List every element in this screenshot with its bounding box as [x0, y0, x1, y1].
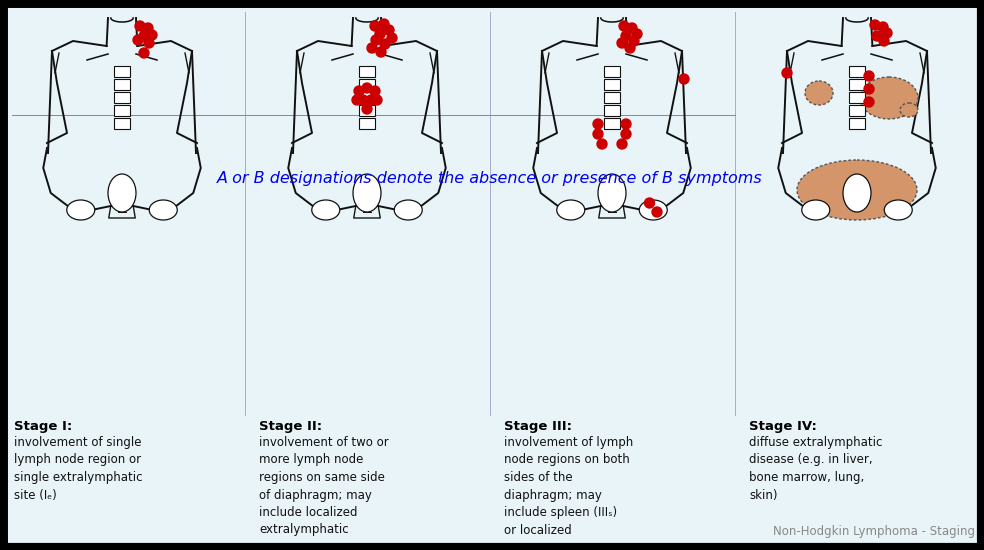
- Circle shape: [864, 84, 874, 94]
- Ellipse shape: [885, 200, 912, 220]
- Circle shape: [366, 95, 376, 105]
- Ellipse shape: [843, 174, 871, 212]
- Ellipse shape: [150, 200, 177, 220]
- Circle shape: [384, 25, 394, 35]
- Ellipse shape: [395, 200, 422, 220]
- Bar: [114, 92, 130, 103]
- Ellipse shape: [640, 200, 667, 220]
- Text: diffuse extralymphatic
disease (e.g. in liver,
bone marrow, lung,
skin): diffuse extralymphatic disease (e.g. in …: [749, 436, 883, 502]
- Circle shape: [354, 86, 364, 96]
- Circle shape: [629, 36, 639, 46]
- Ellipse shape: [353, 174, 381, 212]
- Bar: [849, 92, 865, 103]
- Bar: [604, 105, 620, 116]
- Circle shape: [135, 21, 145, 31]
- Text: involvement of lymph
node regions on both
sides of the
diaphragm; may
include sp: involvement of lymph node regions on bot…: [504, 436, 634, 536]
- Text: involvement of single
lymph node region or
single extralymphatic
site (Iₑ): involvement of single lymph node region …: [14, 436, 143, 502]
- Circle shape: [387, 33, 397, 43]
- Bar: [849, 79, 865, 90]
- Circle shape: [625, 43, 635, 53]
- Circle shape: [645, 198, 654, 208]
- Circle shape: [370, 21, 380, 31]
- Text: involvement of two or
more lymph node
regions on same side
of diaphragm; may
inc: involvement of two or more lymph node re…: [259, 436, 389, 536]
- Circle shape: [619, 21, 629, 31]
- Circle shape: [362, 104, 372, 114]
- Bar: [114, 66, 130, 77]
- Circle shape: [879, 36, 889, 46]
- Text: Stage II:: Stage II:: [259, 420, 322, 433]
- Text: Stage IV:: Stage IV:: [749, 420, 817, 433]
- Ellipse shape: [900, 103, 918, 117]
- Circle shape: [147, 30, 157, 40]
- Circle shape: [375, 29, 385, 39]
- Bar: [114, 105, 130, 116]
- Circle shape: [597, 139, 607, 149]
- Bar: [604, 92, 620, 103]
- Bar: [604, 66, 620, 77]
- Ellipse shape: [312, 200, 339, 220]
- Circle shape: [367, 43, 377, 53]
- Bar: [359, 118, 375, 129]
- Ellipse shape: [797, 160, 917, 220]
- Bar: [359, 105, 375, 116]
- Bar: [604, 79, 620, 90]
- Bar: [849, 105, 865, 116]
- Circle shape: [870, 20, 880, 30]
- Circle shape: [617, 38, 627, 48]
- Circle shape: [370, 86, 380, 96]
- Circle shape: [632, 29, 642, 39]
- Circle shape: [372, 95, 382, 105]
- Ellipse shape: [802, 200, 830, 220]
- Circle shape: [782, 68, 792, 78]
- Ellipse shape: [67, 200, 94, 220]
- Circle shape: [143, 23, 153, 33]
- Bar: [604, 118, 620, 129]
- Circle shape: [144, 38, 154, 48]
- Bar: [849, 66, 865, 77]
- Circle shape: [139, 31, 149, 41]
- Circle shape: [864, 97, 874, 107]
- Ellipse shape: [108, 174, 136, 212]
- Circle shape: [617, 139, 627, 149]
- Bar: [359, 92, 375, 103]
- Circle shape: [864, 71, 874, 81]
- Text: Non-Hodgkin Lymphoma - Staging: Non-Hodgkin Lymphoma - Staging: [773, 525, 975, 538]
- Bar: [114, 118, 130, 129]
- Ellipse shape: [557, 200, 584, 220]
- Circle shape: [621, 31, 631, 41]
- Bar: [359, 79, 375, 90]
- Circle shape: [679, 74, 689, 84]
- Circle shape: [133, 35, 143, 45]
- Circle shape: [621, 129, 631, 139]
- Text: A or B designations denote the absence or presence of B symptoms: A or B designations denote the absence o…: [217, 170, 763, 185]
- Text: Stage I:: Stage I:: [14, 420, 72, 433]
- Bar: [359, 66, 375, 77]
- Ellipse shape: [860, 77, 918, 119]
- Bar: [114, 79, 130, 90]
- Text: Stage III:: Stage III:: [504, 420, 572, 433]
- Circle shape: [593, 129, 603, 139]
- Circle shape: [358, 95, 368, 105]
- Circle shape: [621, 119, 631, 129]
- Bar: [849, 118, 865, 129]
- Circle shape: [872, 31, 882, 41]
- Circle shape: [371, 35, 381, 45]
- Circle shape: [652, 207, 662, 217]
- Circle shape: [878, 22, 888, 32]
- Circle shape: [376, 47, 386, 57]
- Circle shape: [627, 23, 637, 33]
- Circle shape: [882, 28, 892, 38]
- Circle shape: [362, 83, 372, 93]
- Circle shape: [379, 19, 389, 29]
- Circle shape: [139, 48, 149, 58]
- Circle shape: [352, 95, 362, 105]
- Ellipse shape: [805, 81, 833, 105]
- Circle shape: [593, 119, 603, 129]
- Circle shape: [380, 39, 390, 49]
- Ellipse shape: [598, 174, 626, 212]
